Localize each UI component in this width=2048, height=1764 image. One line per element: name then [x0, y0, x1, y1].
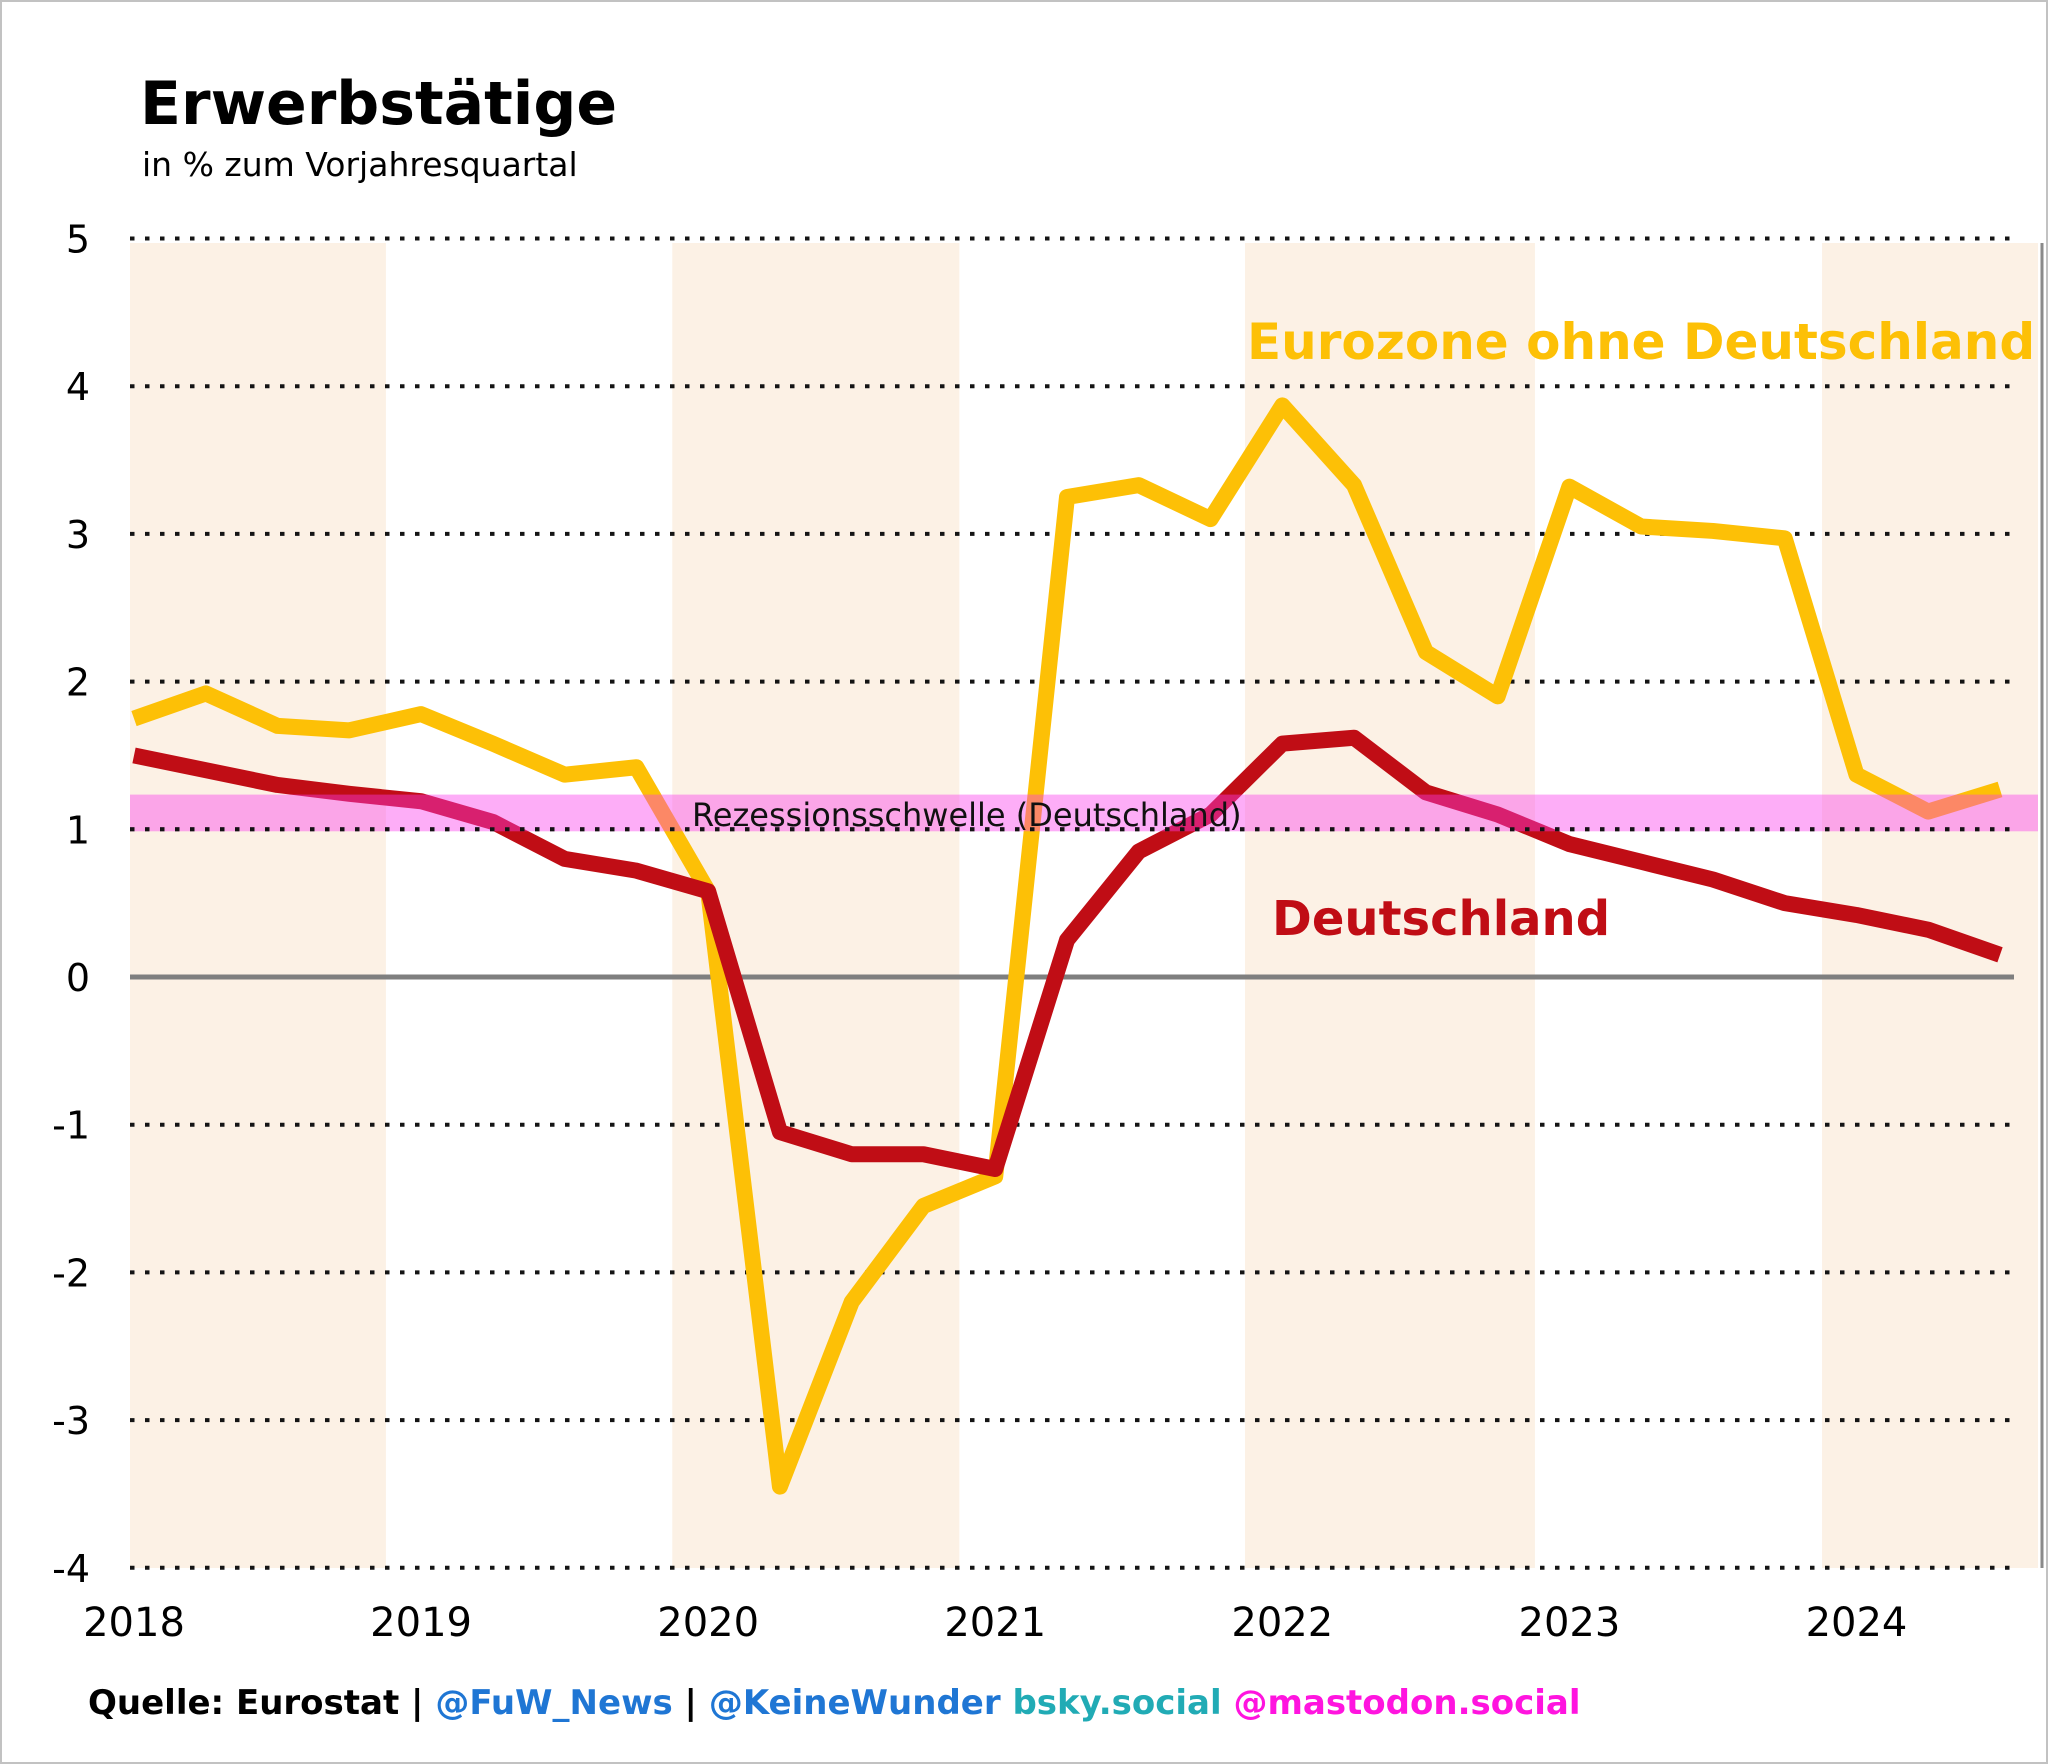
x-tick-label: 2021 [944, 1600, 1046, 1646]
y-tick-label: 0 [66, 956, 90, 1000]
x-tick-label: 2024 [1806, 1600, 1908, 1646]
y-tick-label: 3 [66, 513, 90, 557]
source-text: Quelle: Eurostat [88, 1683, 400, 1723]
y-tick-label: 1 [66, 808, 90, 852]
y-tick-label: 4 [66, 365, 90, 409]
series-line-deutschland [132, 729, 2003, 1178]
y-tick-label: -4 [52, 1547, 90, 1591]
recession-threshold-label: Rezessionsschwelle (Deutschland) [692, 796, 1242, 834]
y-tick-label: -3 [52, 1399, 90, 1443]
deutschland-series-label: Deutschland [1272, 891, 1610, 947]
year-shading-band [1244, 243, 1535, 1568]
separator-1: | [399, 1683, 436, 1723]
y-tick-label: -1 [52, 1104, 90, 1148]
x-tick-label: 2020 [657, 1600, 759, 1646]
source-footer: Quelle: Eurostat | @FuW_News | @KeineWun… [88, 1686, 1581, 1720]
keinewunder-handle: @KeineWunder [708, 1683, 1001, 1723]
chart-subtitle: in % zum Vorjahresquartal [142, 145, 578, 184]
y-tick-label: 2 [66, 661, 90, 705]
series-line-eurozone [131, 397, 2003, 1495]
x-tick-label: 2018 [83, 1600, 185, 1646]
y-tick-label: -2 [52, 1251, 90, 1295]
y-tick-label: 5 [66, 218, 90, 262]
mastodon-handle: @mastodon.social [1221, 1683, 1581, 1723]
year-shading-band [130, 243, 386, 1568]
x-tick-label: 2023 [1519, 1600, 1621, 1646]
x-tick-label: 2019 [370, 1600, 472, 1646]
page-title: Erwerbstätige [140, 69, 618, 139]
bsky-domain: bsky.social [1000, 1683, 1222, 1723]
x-tick-label: 2022 [1231, 1600, 1333, 1646]
recession-band [130, 794, 2038, 832]
separator-2: | [672, 1683, 709, 1723]
year-shading-band [1822, 243, 2038, 1568]
eurozone-series-label: Eurozone ohne Deutschland [1247, 313, 2035, 371]
fuw-handle: @FuW_News [435, 1683, 673, 1723]
